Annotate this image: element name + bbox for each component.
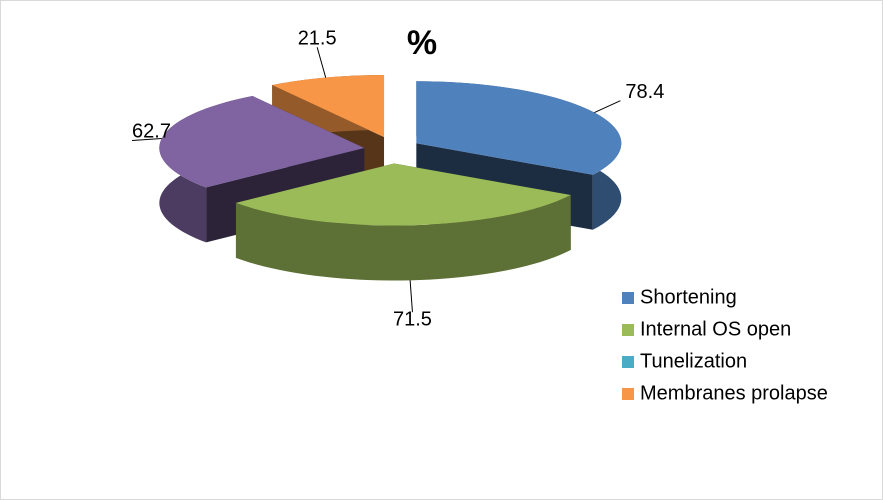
legend-swatch — [622, 292, 634, 304]
legend-label: Tunelization — [640, 350, 747, 372]
legend-swatch — [622, 324, 634, 336]
legend-label: Internal OS open — [640, 318, 791, 340]
slice — [272, 75, 385, 138]
data-label: 78.4 — [625, 81, 664, 103]
legend-swatch — [622, 388, 634, 400]
leader-line — [594, 100, 621, 114]
leader-line — [132, 138, 162, 141]
leader-line — [316, 47, 327, 78]
legend-swatch — [622, 356, 634, 368]
slice-side — [235, 195, 571, 281]
legend-label: Membranes prolapse — [640, 382, 828, 404]
data-label: 62.7 — [132, 121, 171, 143]
slice — [416, 81, 622, 175]
slice — [159, 95, 365, 188]
leader-line — [409, 280, 413, 313]
data-label: 21.5 — [298, 28, 337, 50]
slice — [235, 163, 571, 226]
chart-title: % — [407, 24, 437, 62]
data-label: 71.5 — [393, 308, 432, 330]
legend-label: Shortening — [640, 286, 737, 308]
